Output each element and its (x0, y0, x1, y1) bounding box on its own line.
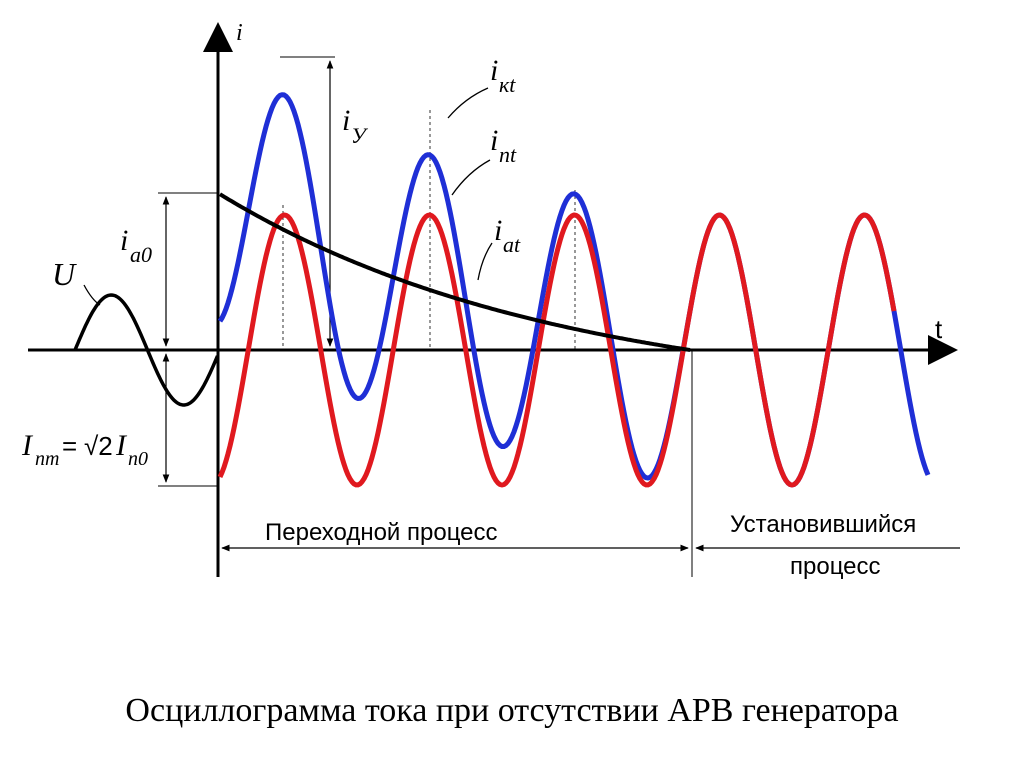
ia0-sub: a0 (130, 242, 152, 267)
iat-label: i (494, 214, 502, 247)
ikt-sub: кt (499, 72, 516, 97)
svg-text:nm: nm (35, 448, 59, 470)
aperiodic-current-curve (218, 192, 691, 352)
int-sub: nt (499, 142, 517, 167)
iy-label: i (342, 104, 350, 137)
svg-text:=: = (62, 431, 77, 461)
axis-t-label: t (935, 314, 943, 344)
iy-sub: У (351, 123, 369, 148)
svg-text:√2: √2 (84, 431, 113, 461)
iat-sub: at (503, 232, 521, 257)
int-label: i (490, 124, 498, 157)
total-current-curve (217, 92, 931, 488)
ia0-label: i (120, 224, 128, 257)
steady-label-line1: Установившийся (730, 511, 916, 538)
voltage-label: U (52, 256, 77, 292)
peak-guide-lines (282, 110, 576, 350)
figure-caption: Осциллограмма тока при отсутствии АРВ ге… (125, 692, 899, 729)
ikt-label: i (490, 54, 498, 87)
svg-text:I: I (21, 429, 34, 462)
svg-text:n0: n0 (128, 448, 148, 470)
inm-formula: I nm = √2 I n0 (21, 429, 148, 470)
transient-label: Переходной процесс (265, 519, 498, 546)
steady-label-line2: процесс (790, 553, 881, 580)
axis-i-label: i (236, 20, 243, 46)
svg-text:I: I (115, 429, 128, 462)
periodic-current-curve (217, 212, 897, 488)
voltage-curve (73, 293, 220, 407)
label-leaders (83, 87, 493, 306)
